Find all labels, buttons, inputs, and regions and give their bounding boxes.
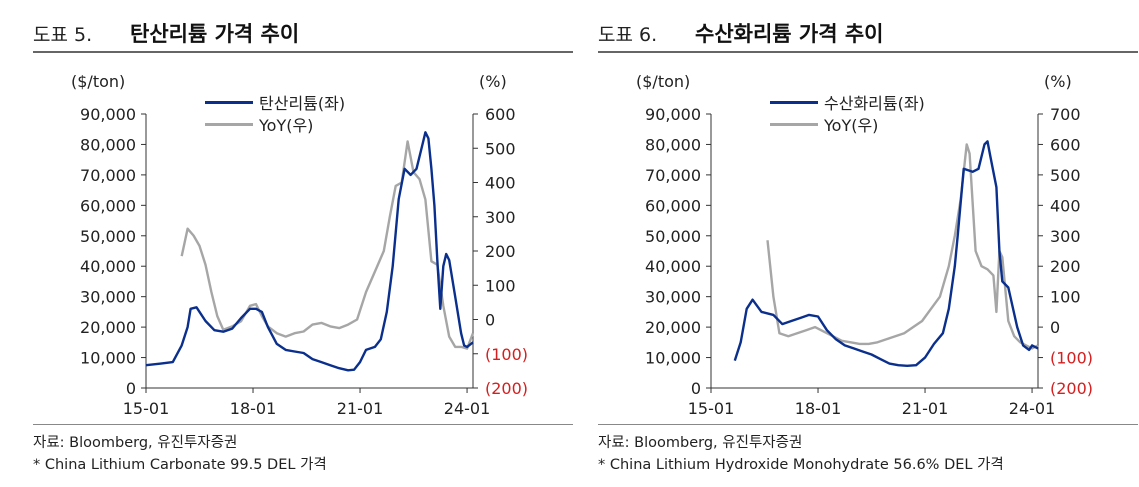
y-right-tick-label: 200 — [1050, 257, 1081, 276]
figure-title: 수산화리튬 가격 추이 — [695, 22, 884, 46]
y-right-tick-label: 500 — [485, 139, 516, 158]
y-left-tick-label: 20,000 — [80, 318, 136, 337]
y-left-tick-label: 30,000 — [80, 288, 136, 307]
source-block: 자료: Bloomberg, 유진투자증권 * China Lithium Ca… — [33, 432, 327, 476]
y-left-tick-label: 80,000 — [645, 135, 701, 154]
y-right-tick-label: 300 — [485, 208, 516, 227]
legend-item-price: 수산화리튬(좌) — [770, 91, 925, 113]
y-left-tick-label: 40,000 — [80, 257, 136, 276]
x-tick-label: 24-01 — [444, 399, 491, 418]
y-right-tick-label: 0 — [1050, 318, 1060, 337]
y-left-tick-label: 20,000 — [645, 318, 701, 337]
source-text: 자료: Bloomberg, 유진투자증권 — [598, 435, 803, 451]
legend-swatch-yoy — [770, 122, 818, 126]
legend-label-yoy: YoY(우) — [824, 116, 879, 135]
y-left-tick-label: 60,000 — [80, 196, 136, 215]
y-left-tick-label: 0 — [126, 379, 136, 398]
figure-number: 도표 5. — [33, 24, 93, 46]
y-right-tick-label: 600 — [1050, 135, 1081, 154]
legend-label-price: 수산화리튬(좌) — [824, 94, 925, 113]
y-right-tick-label: 600 — [485, 105, 516, 124]
yoy-series-line — [766, 143, 1039, 350]
y-left-tick-label: 10,000 — [645, 349, 701, 368]
legend-label-price: 탄산리튬(좌) — [259, 94, 346, 113]
right-axis-unit: (%) — [479, 72, 507, 91]
price-series-line — [733, 140, 1039, 367]
y-left-tick-label: 0 — [691, 379, 701, 398]
figure-header: 도표 5. 탄산리튬 가격 추이 — [33, 16, 573, 52]
y-right-tick-label: (200) — [485, 379, 528, 398]
chart-panel-hydroxide: 도표 6. 수산화리튬 가격 추이 ($/ton) (%) 0 10,000 20,… — [598, 0, 1139, 487]
y-left-tick-label: 50,000 — [645, 227, 701, 246]
chart-panel-carbonate: 도표 5. 탄산리튬 가격 추이 ($/ton) (%) 0 10,000 20,0… — [33, 0, 583, 487]
note-text: * China Lithium Carbonate 99.5 DEL 가격 — [33, 457, 327, 473]
yoy-series-line — [180, 140, 475, 350]
legend-label-yoy: YoY(우) — [259, 116, 314, 135]
line-chart: 0 10,000 20,000 30,000 40,000 50,000 60,000 70,… — [80, 105, 528, 418]
y-left-tick-label: 70,000 — [80, 166, 136, 185]
x-tick-label: 21-01 — [337, 399, 384, 418]
legend-swatch-yoy — [205, 122, 253, 126]
y-left-tick-label: 60,000 — [645, 196, 701, 215]
x-tick-label: 21-01 — [902, 399, 949, 418]
header-rule — [598, 51, 1138, 53]
y-right-tick-label: 400 — [485, 174, 516, 193]
y-left-tick-label: 40,000 — [645, 257, 701, 276]
y-right-tick-label: 700 — [1050, 105, 1081, 124]
y-left-tick-label: 10,000 — [80, 349, 136, 368]
figure-number: 도표 6. — [598, 24, 658, 46]
legend-swatch-price — [205, 100, 253, 104]
x-tick-label: 18-01 — [230, 399, 277, 418]
line-chart: 0 10,000 20,000 30,000 40,000 50,000 60,000 70,… — [645, 105, 1093, 418]
source-text: 자료: Bloomberg, 유진투자증권 — [33, 435, 238, 451]
legend-item-yoy: YoY(우) — [205, 113, 345, 135]
price-series-line — [145, 131, 474, 372]
figure-header: 도표 6. 수산화리튬 가격 추이 — [598, 16, 1138, 52]
x-tick-label: 24-01 — [1009, 399, 1056, 418]
y-left-tick-label: 30,000 — [645, 288, 701, 307]
legend: 수산화리튬(좌) YoY(우) — [770, 91, 925, 135]
legend: 탄산리튬(좌) YoY(우) — [205, 91, 345, 135]
x-tick-label: 15-01 — [688, 399, 735, 418]
y-left-tick-label: 80,000 — [80, 135, 136, 154]
footer-rule — [598, 424, 1138, 425]
right-axis-unit: (%) — [1044, 72, 1072, 91]
y-right-tick-label: 500 — [1050, 166, 1081, 185]
y-left-tick-label: 90,000 — [80, 105, 136, 124]
legend-swatch-price — [770, 100, 818, 104]
y-right-tick-label: 300 — [1050, 227, 1081, 246]
footer-rule — [33, 424, 573, 425]
source-block: 자료: Bloomberg, 유진투자증권 * China Lithium Hy… — [598, 432, 1004, 476]
legend-item-price: 탄산리튬(좌) — [205, 91, 345, 113]
y-right-tick-label: (100) — [1050, 349, 1093, 368]
y-right-tick-label: 100 — [485, 276, 516, 295]
figure-title: 탄산리튬 가격 추이 — [130, 22, 300, 46]
x-tick-label: 18-01 — [795, 399, 842, 418]
y-right-tick-label: 200 — [485, 242, 516, 261]
x-tick-label: 15-01 — [123, 399, 170, 418]
note-text: * China Lithium Hydroxide Monohydrate 56… — [598, 457, 1004, 473]
y-left-tick-label: 50,000 — [80, 227, 136, 246]
header-rule — [33, 51, 573, 53]
y-right-tick-label: (100) — [485, 345, 528, 364]
legend-item-yoy: YoY(우) — [770, 113, 925, 135]
left-axis-unit: ($/ton) — [71, 72, 126, 91]
left-axis-unit: ($/ton) — [636, 72, 691, 91]
y-right-tick-label: 400 — [1050, 196, 1081, 215]
y-right-tick-label: 100 — [1050, 288, 1081, 307]
y-right-tick-label: 0 — [485, 311, 495, 330]
y-left-tick-label: 90,000 — [645, 105, 701, 124]
y-right-tick-label: (200) — [1050, 379, 1093, 398]
y-left-tick-label: 70,000 — [645, 166, 701, 185]
